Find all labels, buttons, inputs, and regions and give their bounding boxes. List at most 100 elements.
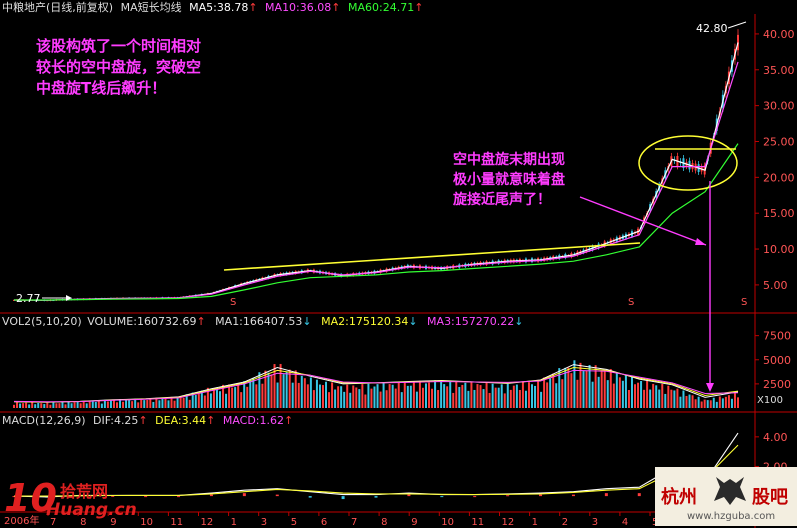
volume-bar	[282, 374, 285, 408]
dea-value: DEA:3.44	[155, 414, 207, 427]
volume-bar	[431, 388, 434, 408]
volume-bar	[209, 393, 212, 408]
x-tick-label: 2	[562, 517, 568, 528]
x-tick-label: 12	[502, 517, 515, 528]
volume-bar	[309, 377, 312, 408]
volume-bar	[164, 398, 167, 408]
volume-tick-label: 2500	[763, 378, 791, 391]
macd-bar	[308, 496, 312, 498]
volume-bar	[379, 391, 382, 408]
volume-bar	[355, 387, 358, 408]
watermark-right-cn2: 股吧	[752, 487, 788, 508]
volume-bar	[394, 388, 397, 408]
volume-bar	[318, 384, 321, 408]
volume-bar	[16, 402, 19, 408]
volume-bar	[618, 377, 621, 408]
volume-bar	[682, 390, 685, 408]
volume-bar	[737, 397, 739, 408]
volume-bar	[688, 394, 691, 408]
volume-bar	[170, 396, 173, 408]
vol-ma1-arrow-icon: ↓	[302, 315, 312, 328]
volume-bar	[521, 381, 524, 408]
x-tick-label: 6	[321, 517, 327, 528]
watermark-right: 杭州 股吧 www.hzguba.com	[655, 467, 797, 526]
volume-bar	[334, 389, 337, 408]
volume-bar	[137, 402, 140, 408]
volume-bar	[358, 389, 361, 408]
price-tick-label: 10.00	[763, 243, 795, 256]
x-tick-label: 5	[291, 517, 297, 528]
volume-bar	[597, 376, 600, 408]
volume-bar	[488, 392, 491, 408]
volume-bar	[664, 393, 667, 408]
volume-bar	[167, 400, 170, 408]
annotation-line: 空中盘旋末期出现	[453, 152, 565, 168]
annotation-line: 极小量就意味着盘	[453, 172, 565, 188]
volume-bar	[249, 380, 252, 408]
volume-bar	[412, 381, 415, 408]
x-tick-label: 3	[592, 517, 598, 528]
volume-bar	[564, 367, 567, 408]
dif-arrow-icon: ↑	[138, 414, 148, 427]
vol-ma3-value: MA3:157270.22	[427, 315, 515, 328]
volume-bar	[600, 370, 603, 408]
volume-bar	[403, 382, 406, 408]
volume-bar	[479, 385, 482, 408]
volume-bar	[115, 402, 118, 408]
volume-bar	[234, 387, 237, 408]
volume-bar	[385, 390, 388, 408]
stock-name: 中粮地产(日线,前复权)	[2, 1, 114, 14]
macd-bar	[407, 494, 411, 497]
volume-bar	[531, 384, 534, 408]
volume-bar	[22, 403, 25, 408]
volume-bar	[122, 401, 125, 408]
volume-bar	[458, 386, 461, 408]
price-tick-label: 20.00	[763, 171, 795, 184]
volume-bar	[112, 399, 115, 408]
volume-bar	[158, 400, 161, 408]
macd-tick-label: 4.00	[763, 431, 788, 444]
volume-bar	[240, 392, 243, 408]
watermark-left: 10	[4, 476, 57, 520]
macd-bar	[177, 496, 181, 498]
volume-bar	[340, 386, 343, 408]
volume-bar	[709, 400, 712, 408]
ma10-value: MA10:36.08	[265, 1, 332, 14]
volume-bar	[373, 386, 376, 408]
x-tick-label: 1	[231, 517, 237, 528]
volume-bar	[28, 404, 31, 408]
macd-bar	[506, 495, 510, 497]
volume-bar	[19, 403, 22, 408]
volume-bar	[40, 403, 43, 408]
price-series-ma60	[14, 143, 739, 301]
volume-bar	[609, 369, 612, 408]
volume-bar	[106, 401, 109, 408]
trendline-lower	[223, 242, 641, 271]
price-tick-label: 35.00	[763, 64, 795, 77]
volume-bar	[140, 398, 143, 408]
volume-bar	[455, 381, 458, 408]
volume-bar	[73, 402, 76, 408]
macd-title: MACD(12,26,9)	[2, 414, 86, 427]
volume-bar	[149, 398, 152, 408]
macd-bar	[209, 494, 213, 497]
volume-bar	[691, 395, 694, 408]
volume-bar	[588, 365, 591, 408]
volume-bar	[718, 396, 721, 408]
volume-bar	[524, 390, 527, 408]
ma5-arrow-icon: ↑	[248, 1, 258, 14]
volume-bar	[215, 388, 218, 408]
macd-bar	[242, 493, 246, 497]
volume-bar	[415, 391, 418, 408]
watermark-left-en: Huang.cn	[46, 500, 137, 520]
volume-bar	[294, 370, 297, 408]
volume-bar	[467, 390, 470, 408]
volume-bar	[461, 384, 464, 408]
volume-bar	[382, 382, 385, 408]
volume-bar	[428, 382, 431, 408]
volume-bar	[82, 401, 85, 408]
volume-bar	[482, 389, 485, 408]
volume-bar	[146, 399, 149, 408]
volume-bar	[500, 384, 503, 408]
volume-bar	[512, 385, 515, 408]
